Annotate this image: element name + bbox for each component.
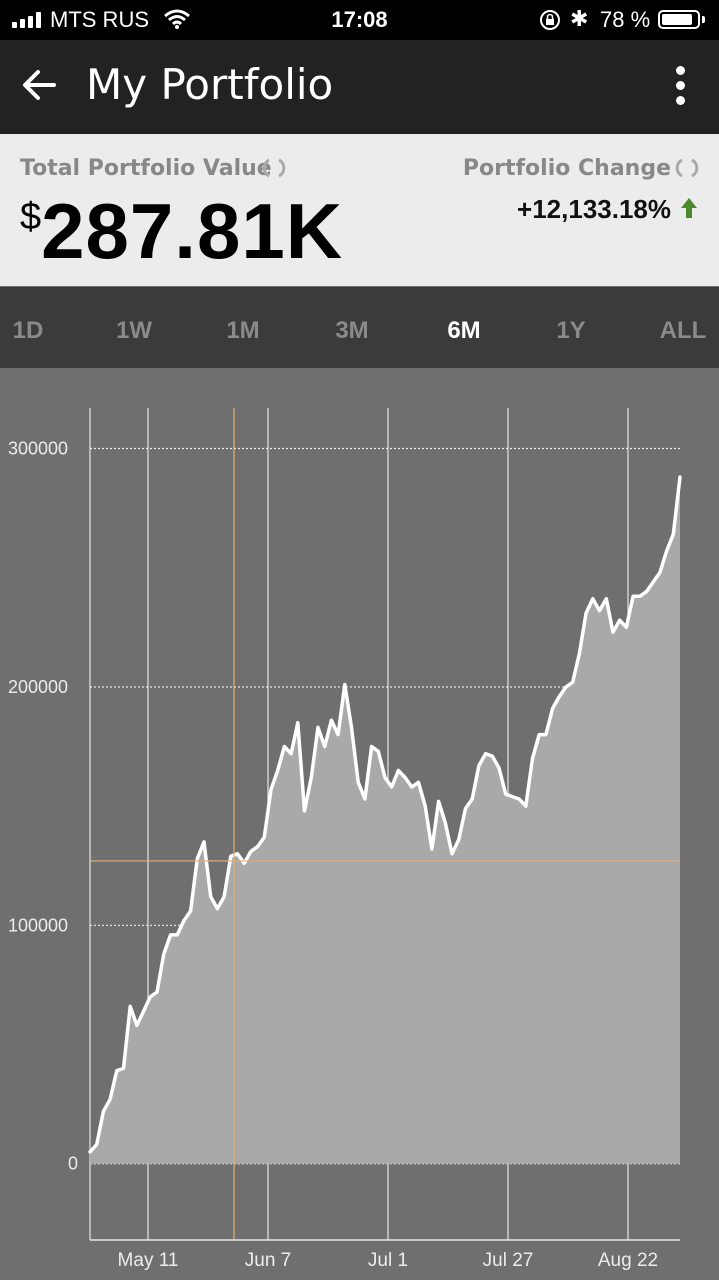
- app-bar: My Portfolio: [0, 40, 719, 134]
- total-value: $ 287.81K: [20, 190, 343, 272]
- refresh-icon[interactable]: [262, 156, 286, 180]
- chart-svg[interactable]: 300000 200000 100000 0 May 11 Jun 7 Jul 1 Jul 2…: [0, 368, 719, 1280]
- battery-icon: [658, 10, 700, 29]
- range-tab-1m[interactable]: 1M: [226, 317, 260, 344]
- range-tab-1w[interactable]: 1W: [116, 317, 152, 344]
- clock: 17:08: [331, 7, 388, 32]
- currency-symbol: $: [20, 196, 42, 238]
- portfolio-summary: Total Portfolio Value $ 287.81K Portfoli…: [0, 134, 719, 286]
- carrier-name: MTS RUS: [50, 7, 149, 32]
- total-value-label: Total Portfolio Value: [20, 156, 272, 181]
- portfolio-change-value: +12,133.18%: [517, 194, 671, 224]
- signal-icon: [12, 12, 41, 28]
- x-tick-label: May 11: [118, 1250, 179, 1271]
- arrow-up-icon: [681, 198, 697, 218]
- range-tab-3m[interactable]: 3M: [335, 317, 369, 344]
- battery-tip: [702, 16, 705, 23]
- bluetooth-icon: ✱: [570, 6, 589, 31]
- x-tick-label: Jul 27: [483, 1250, 534, 1271]
- y-tick-label: 200000: [8, 677, 68, 697]
- portfolio-chart[interactable]: 300000 200000 100000 0 May 11 Jun 7 Jul 1 Jul 2…: [0, 368, 719, 1280]
- y-tick-label: 100000: [8, 915, 68, 935]
- time-range-tabs: 1D 1W 1M 3M 6M 1Y ALL: [0, 287, 719, 368]
- range-tab-all[interactable]: ALL: [659, 317, 707, 344]
- range-tab-1d[interactable]: 1D: [12, 317, 44, 344]
- battery-percent: 78 %: [600, 7, 651, 32]
- x-tick-label: Jun 7: [245, 1250, 291, 1271]
- series-area: [90, 477, 680, 1164]
- portfolio-change-label: Portfolio Change: [462, 156, 671, 181]
- series-line: [88, 475, 682, 1154]
- rotation-lock-icon: [540, 10, 560, 30]
- wifi-icon: [164, 9, 190, 29]
- page-title: My Portfolio: [86, 60, 334, 109]
- back-arrow-icon[interactable]: [20, 65, 60, 105]
- more-vertical-icon[interactable]: [664, 66, 696, 108]
- status-bar: MTS RUS 17:08 ✱ 78 %: [0, 0, 719, 40]
- total-value-amount: 287.81K: [41, 187, 344, 275]
- range-tab-6m[interactable]: 6M: [447, 317, 481, 344]
- y-tick-label: 0: [68, 1154, 78, 1174]
- range-tab-1y[interactable]: 1Y: [556, 317, 586, 344]
- refresh-icon[interactable]: [675, 156, 699, 180]
- x-tick-label: Jul 1: [368, 1250, 408, 1271]
- y-tick-label: 300000: [8, 439, 68, 459]
- x-tick-label: Aug 22: [598, 1250, 658, 1271]
